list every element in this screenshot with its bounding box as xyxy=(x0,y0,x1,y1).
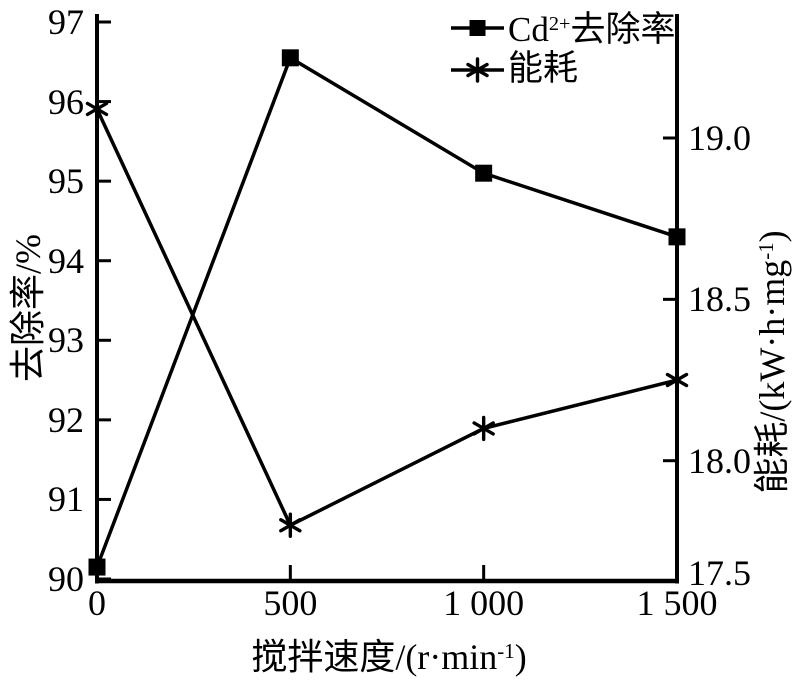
asterisk-spoke xyxy=(472,421,495,436)
x-tick-label: 0 xyxy=(88,583,106,623)
cd-removal-marker xyxy=(88,558,106,576)
energy-marker xyxy=(279,512,302,538)
asterisk-spoke xyxy=(665,372,689,388)
cd-removal-series-line xyxy=(95,55,678,568)
y-left-tick-label: 95 xyxy=(48,161,84,202)
x-axis-title-text: 搅拌速度/(r·min xyxy=(251,637,498,677)
left-axis-title-text: 去除率/% xyxy=(8,234,48,382)
legend-cd-sup: 2+ xyxy=(548,12,571,35)
asterisk-spoke xyxy=(466,62,489,78)
y-left-tick-label: 94 xyxy=(48,240,84,281)
x-axis-title: 搅拌速度/(r·min-1) xyxy=(251,638,526,676)
energy-series-line xyxy=(95,108,678,528)
legend-label-energy: 能耗 xyxy=(508,51,578,87)
y-left-tick-label: 90 xyxy=(48,559,84,599)
energy-marker xyxy=(665,367,689,393)
y-right-tick-label: 19.0 xyxy=(688,118,751,158)
energy-marker xyxy=(472,415,495,442)
cd-removal-marker xyxy=(668,228,686,246)
x-tick-label: 1 500 xyxy=(636,583,718,623)
legend-marker-asterisk xyxy=(466,57,489,83)
right-axis-title-text: 能耗/(kW·h·mg xyxy=(752,259,792,494)
y-left-tick-label: 93 xyxy=(48,320,84,361)
right-axis-title-close: ) xyxy=(752,230,792,243)
legend-cd-post: 去除率 xyxy=(570,10,676,49)
y-right-tick-label: 18.5 xyxy=(688,279,751,320)
right-axis-title-sup: -1 xyxy=(753,242,778,260)
asterisk-spoke xyxy=(279,518,302,533)
y-left-tick-label: 91 xyxy=(48,479,84,520)
energy-marker xyxy=(85,96,109,122)
x-axis-title-close: ) xyxy=(514,637,527,677)
x-tick-label: 1 000 xyxy=(443,583,525,623)
cd-removal-marker xyxy=(281,49,299,67)
left-axis-title: 去除率/% xyxy=(8,234,48,382)
y-left-tick-label: 92 xyxy=(48,399,84,440)
legend-label-cd-removal: Cd2+去除率 xyxy=(508,12,675,48)
legend-marker-square xyxy=(469,20,486,36)
legend-cd-pre: Cd xyxy=(508,10,549,49)
x-axis-title-sup: -1 xyxy=(497,638,515,663)
right-axis-title: 能耗/(kW·h·mg-1) xyxy=(752,230,792,494)
legend-energy-text: 能耗 xyxy=(508,49,579,88)
y-left-tick-label: 97 xyxy=(48,2,84,42)
y-left-tick-label: 96 xyxy=(48,81,84,122)
y-right-tick-label: 18.0 xyxy=(688,440,751,481)
cd-removal-marker xyxy=(475,164,493,182)
x-tick-label: 500 xyxy=(263,583,318,623)
y-right-bottom-label: 17.5 xyxy=(688,553,751,593)
asterisk-spoke xyxy=(85,101,109,117)
